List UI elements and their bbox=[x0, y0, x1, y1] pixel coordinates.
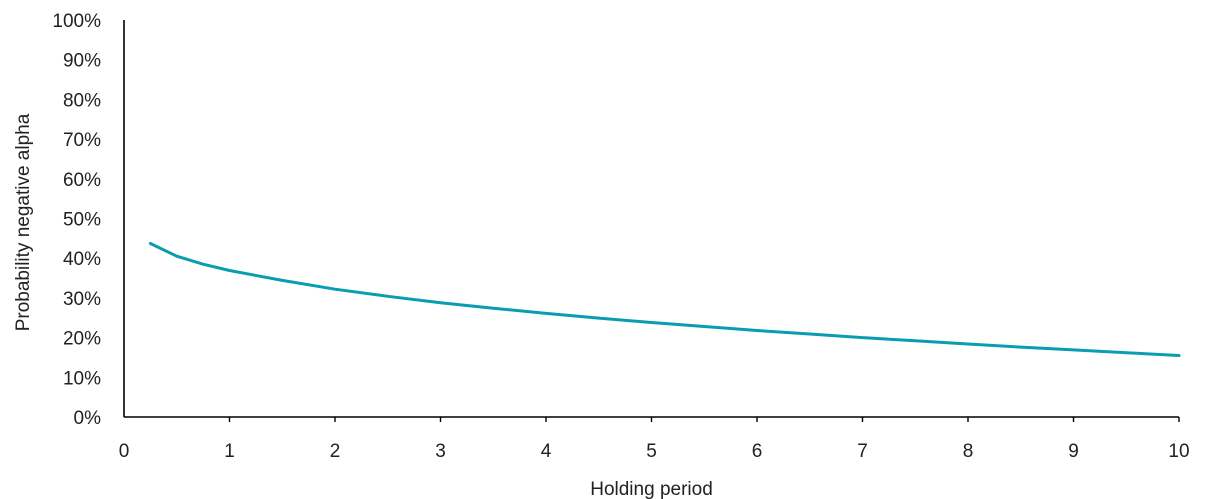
x-tick-label: 7 bbox=[857, 441, 868, 462]
y-tick-label: 10% bbox=[63, 368, 101, 389]
x-tick-label: 3 bbox=[435, 441, 446, 462]
x-tick-label: 2 bbox=[330, 441, 341, 462]
y-tick-label: 70% bbox=[63, 130, 101, 151]
y-tick-label: 60% bbox=[63, 170, 101, 191]
y-tick-label: 80% bbox=[63, 90, 101, 111]
x-tick-label: 1 bbox=[224, 441, 235, 462]
y-tick-label: 0% bbox=[74, 408, 102, 429]
x-tick-label: 0 bbox=[119, 441, 130, 462]
y-tick-label: 90% bbox=[63, 51, 101, 72]
x-tick-label: 4 bbox=[541, 441, 552, 462]
x-tick-label: 9 bbox=[1068, 441, 1079, 462]
x-axis-ticks bbox=[228, 417, 1180, 422]
x-tick-label: 10 bbox=[1168, 441, 1189, 462]
y-tick-label: 100% bbox=[52, 11, 101, 32]
x-tick-label: 5 bbox=[646, 441, 657, 462]
y-tick-label: 40% bbox=[63, 249, 101, 270]
y-tick-label: 20% bbox=[63, 329, 101, 350]
x-tick-labels: 0 1 2 3 4 5 6 7 8 9 10 bbox=[119, 441, 1190, 462]
series-line bbox=[148, 242, 1181, 357]
y-tick-label: 50% bbox=[63, 210, 101, 231]
x-axis-title: Holding period bbox=[590, 479, 713, 499]
x-tick-label: 8 bbox=[963, 441, 974, 462]
y-tick-label: 30% bbox=[63, 289, 101, 310]
x-tick-label: 6 bbox=[752, 441, 763, 462]
y-axis-title: Probability negative alpha bbox=[13, 113, 34, 331]
y-tick-labels: 0% 10% 20% 30% 40% 50% 60% 70% 80% 90% 100% bbox=[52, 11, 101, 429]
